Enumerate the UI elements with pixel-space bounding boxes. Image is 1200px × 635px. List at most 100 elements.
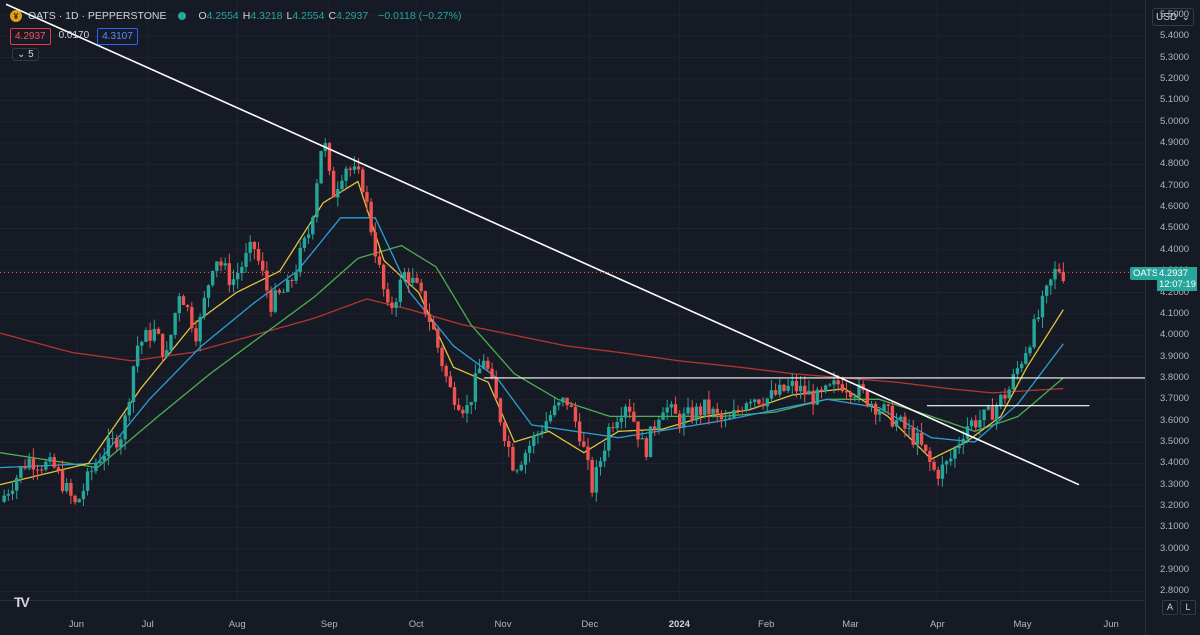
candle-body bbox=[31, 458, 36, 470]
candle-body bbox=[919, 432, 924, 445]
ask-price[interactable]: 4.3107 bbox=[97, 28, 138, 45]
candle-body bbox=[552, 405, 557, 416]
candle-body bbox=[523, 452, 528, 465]
candle-body bbox=[994, 405, 999, 420]
price-tick-label: 4.6000 bbox=[1160, 201, 1190, 213]
candle-body bbox=[694, 406, 699, 421]
price-plot-area[interactable] bbox=[0, 0, 1145, 600]
candle-body bbox=[106, 438, 111, 457]
candle-body bbox=[965, 426, 970, 439]
candle-body bbox=[678, 413, 682, 428]
candle-body bbox=[652, 426, 657, 430]
time-tick-label: Jun bbox=[68, 619, 85, 630]
candle-body bbox=[1049, 279, 1053, 286]
candle-body bbox=[782, 384, 786, 391]
candle-body bbox=[690, 407, 694, 421]
candle-body bbox=[669, 404, 674, 408]
moving-average-long bbox=[0, 298, 1064, 394]
bid-price[interactable]: 4.2937 bbox=[10, 28, 51, 45]
candle-body bbox=[928, 450, 932, 462]
candle-body bbox=[235, 273, 240, 280]
candle-body bbox=[140, 341, 144, 346]
price-tick-label: 4.8000 bbox=[1160, 158, 1190, 170]
candle-body bbox=[469, 401, 473, 406]
candle-body bbox=[477, 368, 482, 374]
candle-body bbox=[110, 438, 115, 440]
candle-body bbox=[39, 469, 44, 471]
auto-scale-button[interactable]: A bbox=[1162, 600, 1178, 615]
candle-body bbox=[473, 373, 478, 402]
time-tick-label: May bbox=[1013, 619, 1032, 630]
tradingview-logo[interactable]: TV bbox=[14, 594, 30, 610]
candle-body bbox=[907, 427, 911, 429]
candle-body bbox=[644, 438, 649, 458]
candle-body bbox=[511, 446, 515, 471]
candle-body bbox=[536, 433, 540, 436]
candle-body bbox=[840, 384, 845, 392]
candle-body bbox=[348, 168, 352, 170]
candle-body bbox=[811, 390, 815, 405]
candle-body bbox=[269, 290, 273, 312]
moving-average-mid bbox=[0, 217, 1064, 469]
candle-body bbox=[540, 431, 544, 434]
candle-body bbox=[582, 441, 586, 447]
candle-body bbox=[135, 345, 140, 367]
candle-body bbox=[123, 415, 127, 440]
time-axis[interactable] bbox=[0, 600, 1145, 635]
candle-body bbox=[486, 360, 490, 369]
candle-body bbox=[957, 444, 961, 449]
candle-body bbox=[548, 415, 553, 422]
candle-body bbox=[627, 406, 632, 412]
candle-body bbox=[361, 169, 365, 193]
candle-body bbox=[94, 463, 98, 472]
price-tick-label: 3.5000 bbox=[1160, 435, 1190, 447]
candle-body bbox=[415, 277, 419, 283]
candle-body bbox=[778, 384, 782, 395]
candle-body bbox=[369, 201, 373, 233]
price-tick-label: 5.2000 bbox=[1160, 73, 1190, 84]
candle-body bbox=[77, 499, 81, 503]
candle-body bbox=[590, 460, 594, 493]
last-price-tag: 4.2937 12:07:19 bbox=[1157, 266, 1197, 291]
candle-body bbox=[1019, 363, 1024, 369]
candle-body bbox=[440, 347, 444, 367]
candle-body bbox=[482, 360, 486, 369]
time-tick-label: Oct bbox=[408, 619, 424, 630]
candle-body bbox=[982, 409, 986, 421]
candle-body bbox=[823, 385, 828, 392]
candle-body bbox=[1053, 269, 1057, 280]
indicators-toggle-button[interactable]: ⌄ 5 bbox=[12, 48, 39, 61]
candle-body bbox=[423, 291, 428, 314]
candle-body bbox=[148, 330, 152, 341]
candle-body bbox=[857, 384, 861, 397]
candle-body bbox=[711, 408, 715, 415]
candle-body bbox=[786, 385, 790, 391]
candle-body bbox=[202, 297, 207, 317]
time-tick-label: Sep bbox=[320, 619, 338, 630]
candle-body bbox=[281, 291, 286, 293]
symbol-legend[interactable]: ¥ OATS · 1D · PEPPERSTONE O4.2554 H4.3218… bbox=[10, 10, 465, 22]
candle-body bbox=[602, 450, 607, 462]
candle-body bbox=[427, 313, 432, 322]
candle-body bbox=[798, 385, 803, 392]
candle-body bbox=[411, 277, 415, 283]
candle-body bbox=[1040, 295, 1045, 318]
candle-body bbox=[890, 405, 895, 427]
candle-body bbox=[331, 170, 336, 198]
currency-select[interactable]: USD ⌄ bbox=[1152, 8, 1194, 26]
candle-body bbox=[757, 399, 761, 404]
candle-body bbox=[661, 412, 665, 420]
candle-body bbox=[56, 467, 61, 471]
candle-body bbox=[665, 407, 669, 413]
candle-body bbox=[119, 439, 123, 448]
candle-body bbox=[515, 470, 519, 472]
log-scale-button[interactable]: L bbox=[1180, 600, 1196, 615]
candle-body bbox=[431, 321, 436, 330]
price-axis[interactable] bbox=[1145, 0, 1200, 635]
candle-body bbox=[223, 263, 227, 266]
time-tick-label: Apr bbox=[929, 619, 945, 630]
candle-body bbox=[940, 464, 945, 479]
candle-body bbox=[1036, 317, 1041, 320]
price-tick-label: 5.3000 bbox=[1160, 51, 1190, 63]
trendline-drawing[interactable] bbox=[5, 3, 1080, 486]
